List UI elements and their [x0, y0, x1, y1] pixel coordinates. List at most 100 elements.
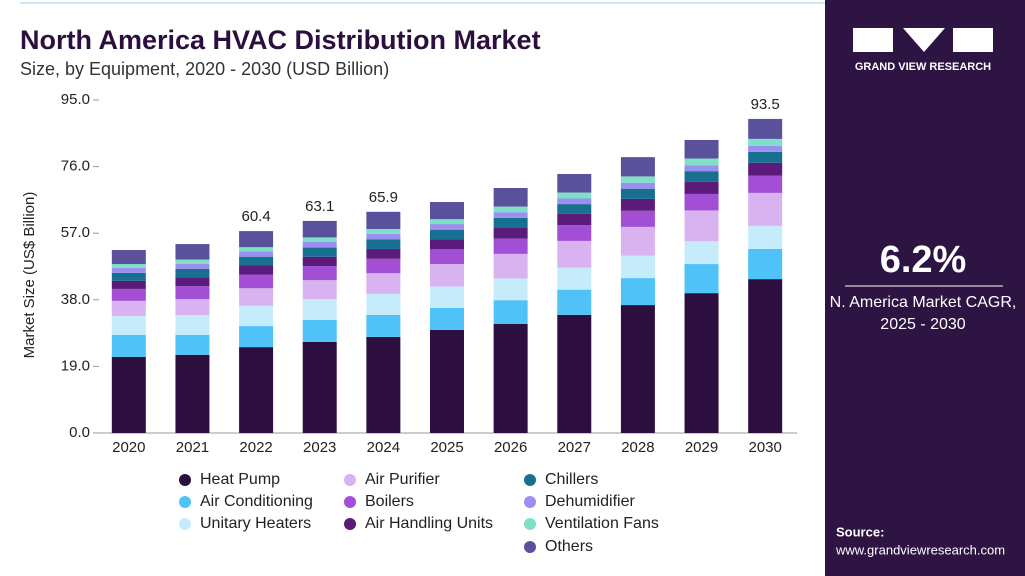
bar-segment — [175, 299, 210, 316]
bar-segment — [302, 247, 337, 257]
total-label: 93.5 — [751, 96, 780, 113]
y-tick-label: 76.0 — [61, 158, 90, 175]
legend-swatch — [179, 496, 191, 508]
bar-segment — [302, 299, 337, 320]
bar-segment — [557, 213, 592, 226]
legend-swatch — [524, 496, 536, 508]
logo — [853, 28, 993, 52]
bar-segment — [620, 188, 655, 199]
bar-segment — [175, 334, 210, 355]
x-tick-label: 2026 — [494, 439, 527, 456]
bar-segment — [684, 210, 719, 242]
bar-segment — [239, 347, 274, 433]
bar-segment — [748, 162, 783, 176]
y-tick-label: 0.0 — [69, 424, 90, 441]
total-label: 60.4 — [241, 208, 270, 225]
total-label: 63.1 — [305, 198, 334, 215]
legend-label: Ventilation Fans — [545, 515, 659, 532]
bar-segment — [366, 211, 401, 229]
bar-segment — [684, 139, 719, 159]
cagr-label: 2025 - 2030 — [880, 316, 966, 333]
x-tick-label: 2030 — [748, 439, 781, 456]
bar-segment — [557, 173, 592, 193]
bar-segment — [111, 264, 146, 268]
bar-segment — [748, 118, 783, 139]
bar-segment — [366, 273, 401, 294]
bar-segment — [748, 151, 783, 163]
bar-segment — [684, 165, 719, 172]
bar-segment — [493, 253, 528, 279]
brand: GRAND VIEW RESEARCH — [855, 61, 991, 73]
y-tick-label: 57.0 — [61, 224, 90, 241]
y-tick-label: 95.0 — [61, 91, 90, 108]
total-label: 65.9 — [369, 189, 398, 206]
bar-segment — [175, 259, 210, 264]
bar-segment — [620, 157, 655, 177]
bar-segment — [175, 268, 210, 278]
bar-segment — [175, 244, 210, 260]
bar-segment — [302, 341, 337, 433]
bar-segment — [111, 288, 146, 301]
bar-segment — [366, 248, 401, 259]
bar-segment — [493, 217, 528, 228]
bar-segment — [557, 225, 592, 241]
bar-segment — [111, 315, 146, 335]
bar-segment — [748, 192, 783, 226]
bar-segment — [684, 293, 719, 433]
y-tick-label: 19.0 — [61, 357, 90, 374]
x-tick-label: 2025 — [430, 439, 463, 456]
x-tick-label: 2024 — [367, 439, 400, 456]
x-tick-label: 2028 — [621, 439, 654, 456]
bar-segment — [748, 225, 783, 249]
legend-label: Others — [545, 538, 593, 555]
bar-segment — [111, 300, 146, 316]
bar-segment — [620, 210, 655, 227]
bar-segment — [557, 192, 592, 199]
bar-segment — [239, 251, 274, 257]
bar-segment — [493, 212, 528, 218]
bar-segment — [684, 181, 719, 194]
chart-title: North America HVAC Distribution Market — [20, 25, 541, 55]
bar-segment — [111, 272, 146, 281]
bar-segment — [493, 278, 528, 301]
bar-segment — [430, 224, 464, 230]
bar-segment — [620, 255, 655, 279]
bar-segment — [557, 204, 592, 214]
bar-segment — [430, 219, 464, 225]
bar-segment — [239, 305, 274, 327]
legend-swatch — [344, 518, 356, 530]
bar-segment — [748, 248, 783, 280]
y-tick-label: 38.0 — [61, 291, 90, 308]
bar-segment — [111, 267, 146, 273]
bar-segment — [175, 315, 210, 335]
x-tick-label: 2029 — [685, 439, 718, 456]
bar-segment — [557, 240, 592, 268]
x-tick-label: 2021 — [176, 439, 209, 456]
legend-swatch — [524, 541, 536, 553]
bar-segment — [239, 326, 274, 348]
bar-segment — [620, 305, 655, 433]
bar-segment — [239, 265, 274, 275]
bar-segment — [430, 264, 464, 287]
logo-block — [903, 28, 945, 52]
chart-subtitle: Size, by Equipment, 2020 - 2030 (USD Bil… — [20, 59, 389, 79]
cagr-label: N. America Market CAGR, — [830, 294, 1017, 311]
bar-segment — [302, 256, 337, 267]
bar-segment — [557, 267, 592, 290]
legend-label: Air Handling Units — [365, 515, 493, 532]
y-axis-label: Market Size (US$ Billion) — [21, 192, 38, 359]
legend-swatch — [179, 518, 191, 530]
bar-segment — [557, 289, 592, 315]
bar-segment — [748, 145, 783, 152]
bar-segment — [684, 193, 719, 211]
legend-swatch — [344, 496, 356, 508]
bar-segment — [366, 228, 401, 234]
bar-segment — [175, 263, 210, 269]
bar-segment — [748, 279, 783, 433]
bar-segment — [430, 249, 464, 265]
source-label: Source: — [836, 524, 884, 539]
bar-segment — [748, 175, 783, 193]
x-tick-label: 2027 — [558, 439, 591, 456]
bar-segment — [748, 138, 783, 146]
